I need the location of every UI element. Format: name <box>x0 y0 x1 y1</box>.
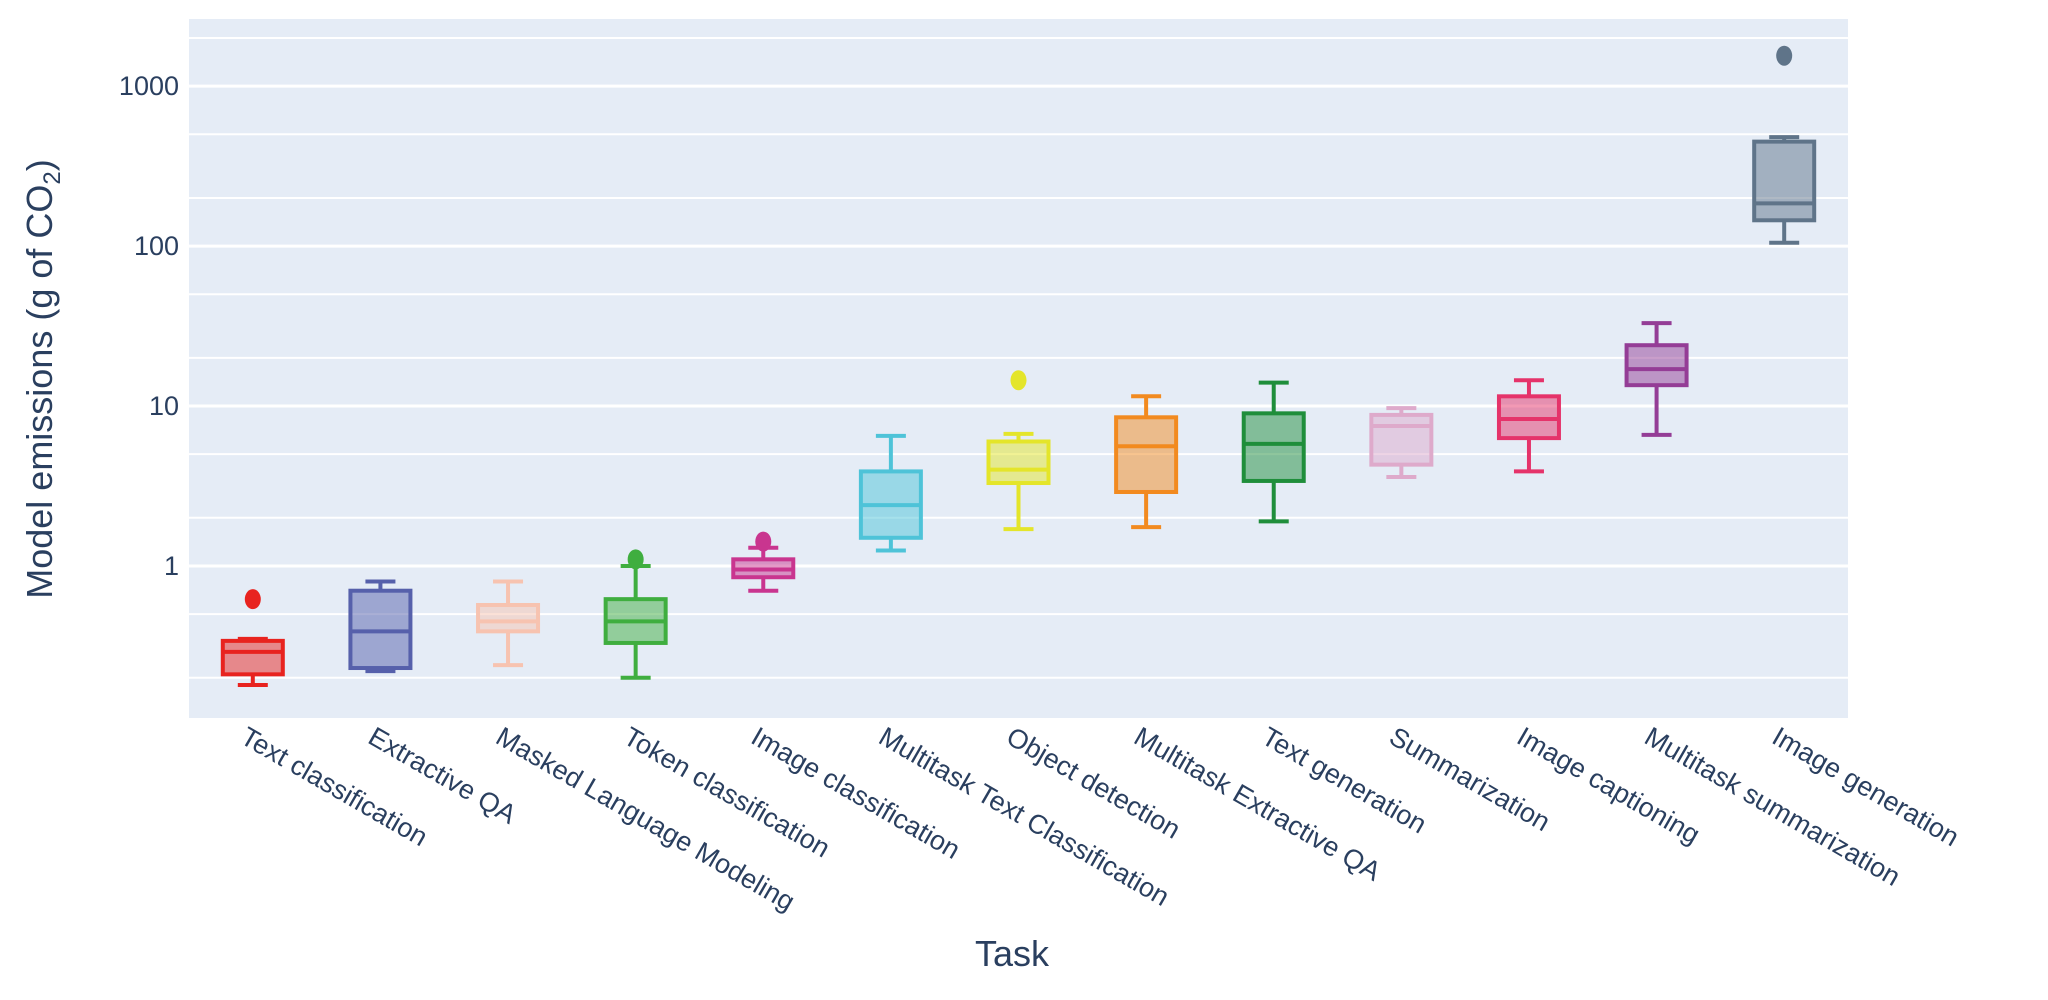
box-text-generation <box>1241 380 1306 524</box>
outlier-point <box>1010 370 1027 391</box>
box-image-generation <box>1752 45 1817 245</box>
box-text-classification <box>220 589 285 688</box>
boxes <box>220 45 1817 688</box>
box-extractive-qa <box>348 579 413 674</box>
outlier-point <box>1776 45 1793 66</box>
y-axis-title: Model emissions (g of CO2) <box>19 159 66 599</box>
box-summarization <box>1369 406 1434 479</box>
box-iqr <box>1624 343 1689 388</box>
box-iqr <box>1241 411 1306 483</box>
x-axis-title: Task <box>975 933 1050 974</box>
box-multitask-extractive-qa <box>1114 394 1179 530</box>
outlier-point <box>627 549 644 570</box>
plot-area <box>189 19 1848 718</box>
y-tick-label: 10 <box>149 391 179 421</box>
y-tick-label: 1 <box>164 551 179 581</box>
box-multitask-text-classification <box>858 433 923 553</box>
y-tick-label: 1000 <box>119 71 179 101</box>
box-masked-language-modeling <box>476 579 541 668</box>
box-iqr <box>1369 412 1434 467</box>
box-iqr <box>1752 139 1817 223</box>
box-object-detection <box>986 370 1051 532</box>
box-iqr <box>220 638 285 677</box>
box-iqr <box>476 602 541 634</box>
y-axis-ticks: 1 10 100 1000 <box>119 71 179 581</box>
x-tick-label: Token classification <box>619 721 835 863</box>
y-tick-label: 100 <box>134 231 179 261</box>
outlier-point <box>755 531 772 552</box>
box-image-captioning <box>1496 378 1561 474</box>
box-multitask-summarization <box>1624 321 1689 437</box>
box-iqr <box>986 439 1051 486</box>
box-token-classification <box>603 549 668 680</box>
x-tick-label: Image classification <box>746 721 965 865</box>
box-image-classification <box>731 531 796 593</box>
outlier-point <box>244 589 261 610</box>
box-iqr <box>1114 415 1179 494</box>
